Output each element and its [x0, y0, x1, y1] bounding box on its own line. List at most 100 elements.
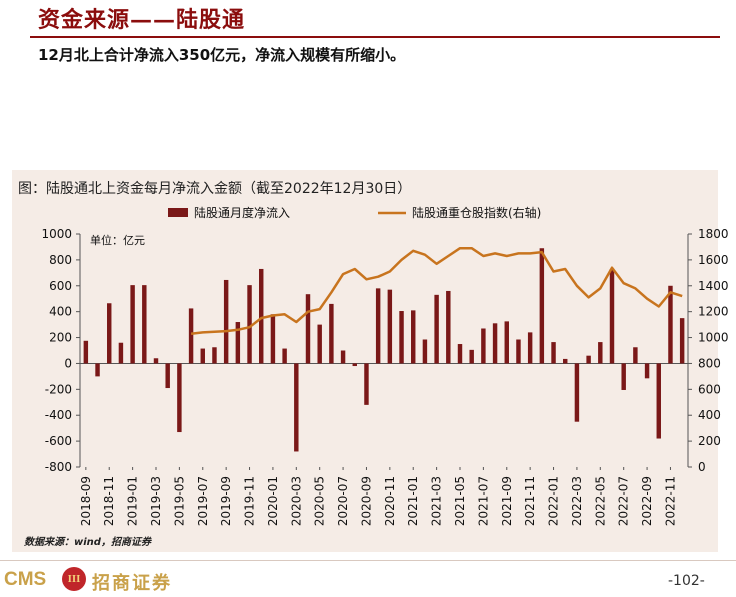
y-right-tick-label: 200 [698, 434, 721, 448]
bar-2022-10 [656, 363, 661, 439]
x-tick-label: 2019-05 [172, 476, 186, 526]
bar-2019-05 [177, 363, 182, 433]
y-right-tick-label: 1800 [698, 227, 729, 241]
x-tick-label: 2021-11 [523, 476, 537, 526]
y-left-tick-label: -600 [45, 434, 72, 448]
legend-bar-swatch [168, 208, 188, 217]
bar-2020-12 [399, 311, 404, 364]
y-right-tick-label: 400 [698, 408, 721, 422]
y-right-tick-label: 1200 [698, 305, 729, 319]
legend-line-label: 陆股通重仓股指数(右轴) [412, 205, 541, 220]
x-tick-label: 2022-07 [617, 476, 631, 526]
x-tick-label: 2020-05 [313, 476, 327, 526]
bar-2022-07 [621, 363, 626, 390]
x-tick-label: 2019-11 [243, 476, 257, 526]
x-tick-label: 2020-09 [359, 476, 373, 526]
x-tick-label: 2021-07 [476, 476, 490, 526]
y-left-tick-label: 400 [49, 305, 72, 319]
x-tick-label: 2020-11 [383, 476, 397, 526]
bar-2020-06 [329, 303, 334, 364]
y-left-tick-label: 200 [49, 331, 72, 345]
page-title: 资金来源——陆股通 [38, 7, 246, 33]
bar-2021-10 [516, 339, 521, 364]
x-tick-label: 2020-01 [266, 476, 280, 526]
y-right-tick-label: 600 [698, 382, 721, 396]
page-number: -102- [668, 573, 705, 589]
bar-2022-11 [668, 285, 673, 364]
source-note: 数据来源：wind，招商证券 [24, 537, 151, 548]
bar-2021-09 [504, 321, 509, 364]
x-tick-label: 2020-07 [336, 476, 350, 526]
page-subtitle: 12月北上合计净流入350亿元，净流入规模有所缩小。 [38, 46, 406, 64]
bar-2020-09 [364, 363, 369, 405]
bar-2022-05 [598, 342, 603, 364]
bar-2019-11 [247, 285, 252, 364]
bar-2018-10 [95, 363, 100, 377]
bar-2020-02 [282, 348, 287, 364]
cms-logo: CMS [4, 569, 47, 590]
x-tick-label: 2022-09 [640, 476, 654, 526]
x-tick-label: 2018-09 [79, 476, 93, 526]
bar-2019-10 [235, 322, 241, 364]
x-tick-label: 2021-03 [430, 476, 444, 526]
bar-2021-04 [446, 290, 451, 364]
bar-2022-02 [563, 358, 568, 364]
bar-2022-12 [679, 318, 685, 364]
bar-2018-09 [83, 340, 89, 364]
x-tick-label: 2022-11 [663, 476, 677, 526]
x-tick-label: 2022-01 [547, 476, 561, 526]
bar-2022-03 [574, 363, 580, 422]
bar-2021-12 [539, 248, 545, 364]
y-right-tick-label: 1000 [698, 331, 729, 345]
y-left-tick-label: 600 [49, 279, 72, 293]
x-tick-label: 2021-09 [500, 476, 514, 526]
x-tick-label: 2020-03 [289, 476, 303, 526]
bar-2019-09 [223, 279, 229, 364]
y-left-tick-label: 800 [49, 253, 72, 267]
chart-legend: 陆股通月度净流入 陆股通重仓股指数(右轴) [168, 205, 541, 220]
bar-2020-11 [387, 289, 393, 364]
bar-2018-11 [107, 303, 112, 364]
x-tick-labels: 2018-09 2018-11 2019-01 2019-03 2019-05 2019-… [79, 467, 677, 526]
bar-2022-08 [633, 347, 638, 364]
bar-2019-07 [200, 348, 205, 364]
bar-2022-01 [551, 342, 556, 364]
title-divider [30, 36, 720, 38]
line-series [190, 246, 683, 335]
bar-2021-11 [527, 332, 533, 364]
company-name: 招商证券 [92, 573, 172, 594]
bar-2020-08 [352, 363, 357, 367]
footer-divider [0, 560, 736, 561]
y-left-tick-label: -400 [45, 408, 72, 422]
bar-2021-03 [434, 294, 439, 364]
y-left-tick-label: -200 [45, 382, 72, 396]
bar-2019-12 [259, 268, 264, 364]
bar-2019-01 [130, 285, 135, 364]
y-right-tick-label: 1600 [698, 253, 729, 267]
index-line [190, 246, 683, 335]
bar-2018-12 [118, 342, 124, 364]
bar-2019-03 [153, 358, 159, 364]
bar-2021-08 [492, 323, 498, 364]
bar-2020-05 [317, 324, 322, 364]
bar-2020-07 [340, 350, 346, 364]
unit-note: 单位：亿元 [90, 233, 145, 247]
bar-2021-06 [469, 349, 474, 364]
legend-bar-label: 陆股通月度净流入 [194, 205, 290, 220]
axes-layer: -800 -600 -400 -200 0 200 400 600 800 1000 0 200 400… [41, 227, 728, 474]
bar-2020-01 [270, 314, 276, 364]
y-left-tick-label: -800 [45, 460, 72, 474]
x-tick-label: 2022-05 [593, 476, 607, 526]
bar-series [83, 248, 685, 452]
x-tick-label: 2019-09 [219, 476, 233, 526]
y-right-tick-label: 800 [698, 356, 721, 370]
x-tick-label: 2019-01 [126, 476, 140, 526]
bar-2019-02 [142, 285, 147, 364]
bar-2019-08 [212, 347, 217, 364]
logo-badge-icon: III [62, 567, 86, 591]
x-tick-label: 2021-01 [406, 476, 420, 526]
bar-2022-04 [586, 355, 591, 364]
bar-2020-10 [375, 288, 381, 364]
bar-2019-06 [188, 308, 194, 364]
